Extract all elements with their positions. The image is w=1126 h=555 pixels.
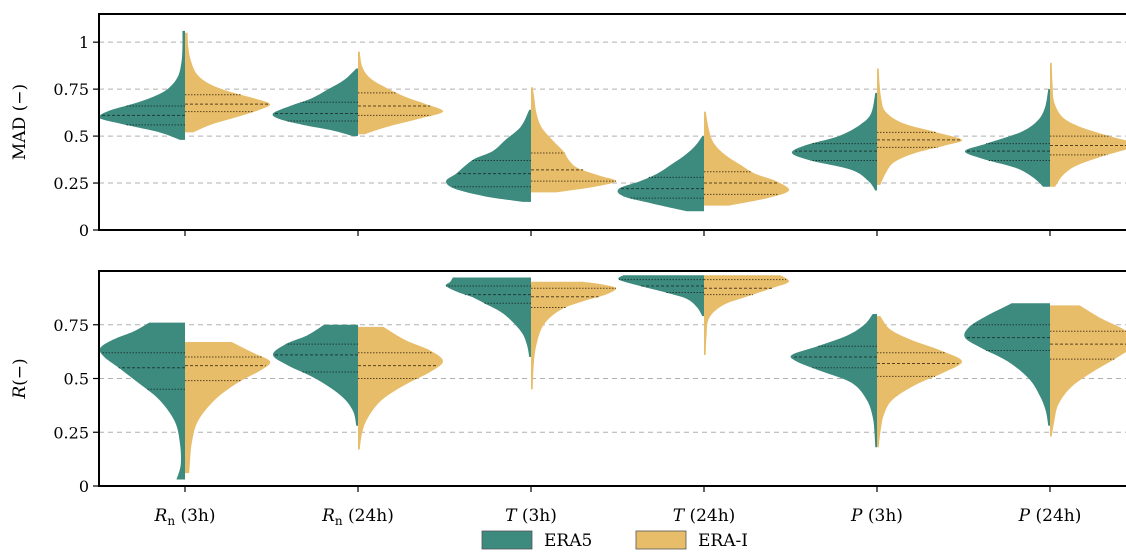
panel-mad: 0 0.25 0.5 0.75 1 MAD (−) (10, 13, 1126, 240)
legend-swatch-era5 (481, 530, 533, 550)
y-axis-label: MAD (−) (10, 84, 30, 160)
x-tick-label: T (24h) (673, 506, 736, 526)
x-tick-label: Rn (24h) (321, 506, 394, 528)
era5-violin-half (99, 322, 185, 480)
y-axis-label: R(−) (10, 358, 30, 399)
legend-label-erai: ERA-I (698, 531, 748, 550)
erai-violin-half (704, 111, 790, 206)
x-tick-label: P (3h) (850, 506, 903, 526)
era5-violin-half (98, 30, 185, 140)
erai-violin-half (531, 281, 617, 390)
y-tick-label: 0 (79, 221, 89, 240)
legend-label-era5: ERA5 (544, 531, 592, 550)
erai-violin-half (185, 32, 271, 133)
y-tick-label: 0.75 (53, 80, 89, 99)
era5-violin-half (964, 89, 1050, 187)
erai-violin-half (877, 68, 963, 185)
erai-violin-half (185, 341, 271, 474)
era5-violin-half (272, 324, 358, 426)
y-tick-label: 0.25 (53, 423, 89, 442)
erai-violin-half (358, 326, 443, 450)
era5-violin-half (964, 303, 1050, 426)
panel-r: 0 0.25 0.5 0.75 R(−) (10, 270, 1126, 496)
y-tick-label: 1 (79, 33, 89, 52)
erai-violin-half (877, 316, 963, 448)
y-tick-label: 0 (79, 477, 89, 496)
era5-violin-half (445, 277, 531, 357)
erai-violin-half (358, 51, 444, 135)
y-tick-label: 0.75 (53, 316, 89, 335)
x-tick-label: T (3h) (505, 506, 557, 526)
legend: ERA5 ERA-I (481, 530, 748, 551)
era5-violin-half (617, 136, 704, 212)
era5-violin-half (791, 92, 877, 191)
legend-swatch-erai (635, 530, 687, 550)
x-tick-label: Rn (3h) (154, 506, 216, 528)
erai-violin-half (1050, 305, 1126, 437)
era5-violin-half (790, 314, 877, 448)
erai-violin-half (704, 275, 790, 355)
y-tick-label: 0.5 (64, 127, 89, 146)
x-tick-label: P (24h) (1018, 506, 1082, 526)
y-tick-label: 0.25 (53, 174, 89, 193)
y-tick-label: 0.5 (64, 370, 89, 389)
era5-violin-half (618, 275, 704, 317)
erai-violin-half (531, 87, 617, 193)
era5-violin-half (445, 109, 531, 202)
erai-violin-half (1050, 62, 1126, 187)
